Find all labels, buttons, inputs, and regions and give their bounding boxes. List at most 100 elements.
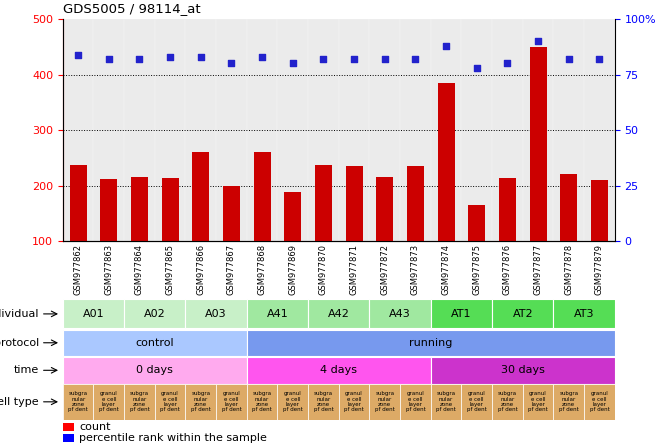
- Bar: [63, 423, 74, 431]
- Bar: [553, 19, 584, 241]
- Bar: [584, 19, 615, 241]
- Text: subgra
nular
zone
pf dent: subgra nular zone pf dent: [375, 391, 395, 412]
- Bar: [131, 177, 148, 241]
- Bar: [431, 19, 461, 241]
- Text: granul
e cell
layer
pf dent: granul e cell layer pf dent: [406, 391, 425, 412]
- Point: [73, 51, 83, 58]
- Bar: [247, 329, 615, 356]
- Bar: [400, 384, 431, 420]
- Bar: [468, 205, 485, 241]
- Point: [594, 56, 605, 63]
- Point: [165, 53, 175, 60]
- Text: A41: A41: [266, 309, 288, 319]
- Bar: [553, 299, 615, 329]
- Text: granul
e cell
layer
pf dent: granul e cell layer pf dent: [221, 391, 241, 412]
- Text: count: count: [79, 422, 111, 432]
- Bar: [400, 19, 431, 241]
- Bar: [93, 384, 124, 420]
- Bar: [278, 19, 308, 241]
- Bar: [216, 19, 247, 241]
- Text: subgra
nular
zone
pf dent: subgra nular zone pf dent: [313, 391, 333, 412]
- Text: time: time: [14, 365, 39, 375]
- Text: granul
e cell
layer
pf dent: granul e cell layer pf dent: [528, 391, 548, 412]
- Bar: [338, 384, 369, 420]
- Bar: [461, 19, 492, 241]
- Text: AT2: AT2: [512, 309, 533, 319]
- Text: individual: individual: [0, 309, 39, 319]
- Bar: [124, 384, 155, 420]
- Bar: [223, 186, 240, 241]
- Bar: [216, 384, 247, 420]
- Text: granul
e cell
layer
pf dent: granul e cell layer pf dent: [344, 391, 364, 412]
- Text: subgra
nular
zone
pf dent: subgra nular zone pf dent: [559, 391, 578, 412]
- Bar: [553, 384, 584, 420]
- Bar: [338, 19, 369, 241]
- Text: A42: A42: [328, 309, 350, 319]
- Text: A43: A43: [389, 309, 411, 319]
- Text: granul
e cell
layer
pf dent: granul e cell layer pf dent: [160, 391, 180, 412]
- Bar: [254, 152, 270, 241]
- Text: running: running: [409, 338, 452, 348]
- Point: [134, 56, 145, 63]
- Text: subgra
nular
zone
pf dent: subgra nular zone pf dent: [253, 391, 272, 412]
- Bar: [63, 19, 93, 241]
- Text: subgra
nular
zone
pf dent: subgra nular zone pf dent: [130, 391, 149, 412]
- Text: subgra
nular
zone
pf dent: subgra nular zone pf dent: [436, 391, 456, 412]
- Text: GDS5005 / 98114_at: GDS5005 / 98114_at: [63, 2, 200, 15]
- Bar: [247, 299, 308, 329]
- Bar: [308, 19, 338, 241]
- Bar: [308, 384, 338, 420]
- Point: [563, 56, 574, 63]
- Text: cell type: cell type: [0, 397, 39, 407]
- Bar: [438, 83, 455, 241]
- Point: [104, 56, 114, 63]
- Text: percentile rank within the sample: percentile rank within the sample: [79, 433, 267, 444]
- Bar: [369, 384, 400, 420]
- Bar: [315, 165, 332, 241]
- Bar: [523, 384, 553, 420]
- Text: granul
e cell
layer
pf dent: granul e cell layer pf dent: [99, 391, 119, 412]
- Bar: [499, 178, 516, 241]
- Bar: [155, 19, 186, 241]
- Bar: [124, 19, 155, 241]
- Bar: [63, 329, 247, 356]
- Bar: [346, 166, 362, 241]
- Text: subgra
nular
zone
pf dent: subgra nular zone pf dent: [191, 391, 211, 412]
- Text: protocol: protocol: [0, 338, 39, 348]
- Bar: [247, 357, 431, 384]
- Point: [196, 53, 206, 60]
- Bar: [155, 384, 186, 420]
- Bar: [431, 357, 615, 384]
- Bar: [124, 299, 186, 329]
- Bar: [186, 299, 247, 329]
- Bar: [186, 384, 216, 420]
- Bar: [247, 19, 278, 241]
- Bar: [162, 178, 178, 241]
- Bar: [63, 434, 74, 441]
- Bar: [63, 357, 247, 384]
- Bar: [492, 299, 553, 329]
- Text: A01: A01: [83, 309, 104, 319]
- Text: subgra
nular
zone
pf dent: subgra nular zone pf dent: [498, 391, 518, 412]
- Bar: [523, 19, 553, 241]
- Text: A03: A03: [206, 309, 227, 319]
- Text: A02: A02: [144, 309, 166, 319]
- Bar: [93, 19, 124, 241]
- Bar: [369, 299, 431, 329]
- Point: [471, 64, 482, 71]
- Point: [226, 60, 237, 67]
- Text: AT1: AT1: [451, 309, 472, 319]
- Bar: [431, 384, 461, 420]
- Bar: [584, 384, 615, 420]
- Bar: [63, 299, 124, 329]
- Bar: [561, 174, 577, 241]
- Point: [349, 56, 360, 63]
- Bar: [192, 152, 210, 241]
- Text: control: control: [136, 338, 174, 348]
- Text: 4 days: 4 days: [321, 365, 357, 375]
- Bar: [308, 299, 369, 329]
- Point: [502, 60, 513, 67]
- Bar: [278, 384, 308, 420]
- Bar: [431, 299, 492, 329]
- Bar: [284, 192, 301, 241]
